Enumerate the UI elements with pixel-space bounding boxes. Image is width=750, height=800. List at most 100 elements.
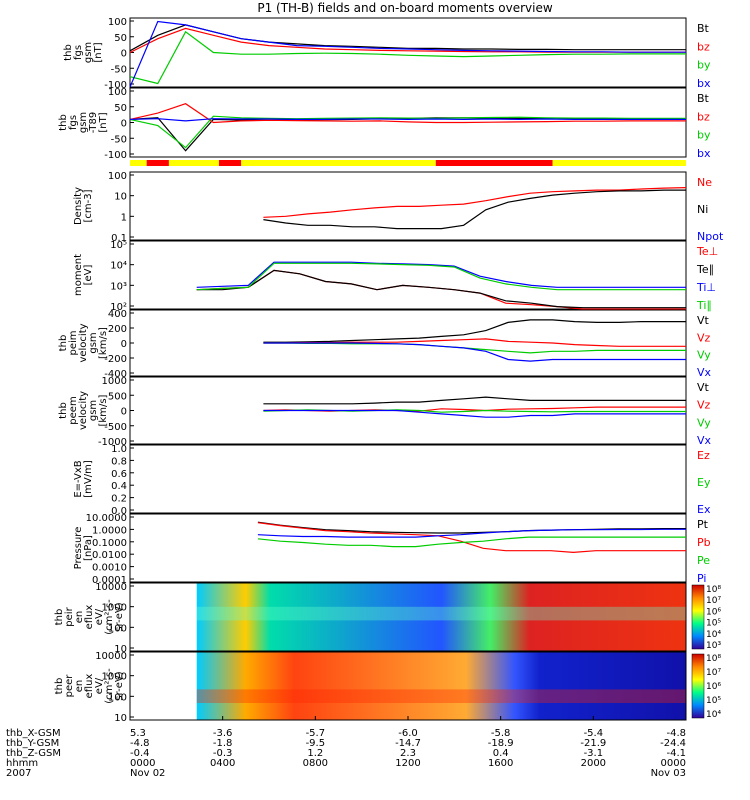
y-tick-label: 0.0010 [92, 563, 127, 574]
series-line-Vy [263, 342, 686, 354]
colorbar-tick-label: 10⁵ [706, 696, 721, 706]
ephemeris-value: -5.7 [306, 728, 326, 739]
y-axis-label: [eV] [83, 265, 94, 286]
y-tick-label: 400 [108, 309, 127, 320]
legend-Vy: Vy [697, 349, 711, 362]
ephemeris-value: -24.4 [660, 738, 686, 749]
state-segment [241, 160, 436, 166]
ephemeris-value: 2000 [581, 758, 606, 769]
legend-Ey: Ey [697, 476, 711, 489]
series-line-bz [129, 103, 686, 124]
ephemeris-value: -9.5 [306, 738, 326, 749]
ephemeris-value: -6.0 [398, 728, 418, 739]
y-axis-label: [nPa] [83, 535, 94, 561]
ephemeris-value: -21.9 [580, 738, 606, 749]
panel-fgs-t89: 100 50 0 -50 -100 thb fgs gsm -T89 [nT] Bt bz by bx [58, 87, 711, 161]
y-tick-label: 0.6 [111, 469, 127, 480]
series-line-bx [129, 118, 686, 122]
legend-Npot: Npot [697, 230, 724, 243]
y-tick-label: 0 [121, 49, 127, 60]
colorbar [691, 584, 705, 650]
y-tick-label: -50 [111, 64, 127, 75]
y-axis-label: eflux [84, 674, 95, 699]
state-segment [130, 160, 147, 166]
panel-frame [129, 309, 687, 377]
y-tick-label: 0.1000 [92, 538, 127, 549]
y-tick-label: 10 [114, 644, 127, 655]
y-tick-label: 0 [121, 339, 127, 350]
y-axis-label: peer [64, 674, 75, 698]
y-axis-label: [nT] [98, 112, 109, 132]
y-axis-label: eV/ [94, 677, 105, 694]
legend-bz: bz [697, 40, 710, 53]
ephemeris-value: 0.4 [493, 748, 509, 759]
colorbar-tick-label: 10⁷ [706, 596, 721, 606]
y-axis-label: thb [54, 678, 65, 695]
legend-Ni: Ni [697, 203, 708, 216]
colorbar-tick-label: 10⁶ [706, 682, 721, 692]
series-line-Ti⊥ [196, 261, 686, 288]
legend-Ez: Ez [697, 449, 710, 462]
ephemeris-value: -0.3 [213, 748, 233, 759]
legend-Te∥: Te∥ [696, 263, 714, 276]
panel-frame [129, 582, 687, 652]
ephemeris-value: -14.7 [395, 738, 421, 749]
state-segment [552, 160, 686, 166]
y-axis-label: peir [64, 606, 75, 626]
y-tick-label: -100 [104, 80, 127, 91]
legend-Te⊥: Te⊥ [696, 245, 718, 258]
ephemeris-value: -5.4 [584, 728, 604, 739]
y-axis-label: fgs [73, 45, 84, 60]
state-bar [130, 160, 686, 166]
y-tick-label: 100 [108, 171, 127, 182]
series-line-Ni [263, 189, 686, 230]
y-axis-label: [cm-3] [83, 189, 94, 222]
panel-frame [129, 513, 687, 583]
colorbar-tick-label: 10⁷ [706, 668, 721, 678]
y-tick-label: 100 [108, 692, 127, 703]
y-tick-label: 100 [108, 17, 127, 28]
y-tick-label: 0 [121, 407, 127, 418]
y-axis-label: moment [73, 254, 84, 296]
y-axis-label: [km/s] [98, 394, 109, 426]
y-axis-label: en [74, 611, 85, 624]
spectrogram [196, 583, 686, 651]
ephemeris-value: -1.8 [213, 738, 233, 749]
spectrogram-band [196, 689, 686, 703]
ephemeris-value: 0000 [661, 758, 686, 769]
spectrogram-band [196, 606, 686, 621]
time-axis: thb_X-GSMthb_Y-GSMthb_Z-GSMhhmm20075.3-4… [6, 716, 687, 779]
y-tick-label: 1.0 [111, 444, 127, 455]
y-tick-label: -500 [104, 422, 127, 433]
ephemeris-row-label: thb_X-GSM [6, 728, 61, 739]
legend-Vx: Vx [697, 366, 712, 379]
series-line-Pt [257, 521, 686, 534]
panel-peim-velocity: 400 200 0 -200 -400 thb peim velocity gsm [km/s] V… [58, 309, 712, 380]
y-tick-label: 1000 [102, 603, 127, 614]
legend-Ti⊥: Ti⊥ [696, 281, 716, 294]
y-axis-label: gsm [88, 332, 99, 353]
legend-Pi: Pi [697, 572, 706, 585]
y-tick-label: 0.4 [111, 481, 127, 492]
y-axis-label: (cm²-s- [104, 668, 115, 704]
colorbar-tick-label: 10⁴ [706, 710, 721, 720]
y-tick-label: -1000 [98, 437, 127, 448]
y-tick-label: 0.0100 [92, 550, 127, 561]
colorbar-tick-label: 10³ [706, 641, 721, 651]
y-axis-label: thb [63, 44, 74, 61]
y-axis-label: [nT] [93, 42, 104, 62]
ephemeris-value: -3.1 [584, 748, 604, 759]
y-axis-label: (cm²-s- [104, 599, 115, 635]
state-segment [435, 160, 553, 166]
legend-Bt: Bt [697, 92, 710, 105]
y-axis-label: fgs [68, 115, 79, 130]
ephemeris-value: -4.8 [130, 738, 150, 749]
legend-Vy: Vy [697, 416, 711, 429]
ephemeris-value: 2.3 [400, 748, 416, 759]
ephemeris-value: 1200 [395, 758, 420, 769]
legend-Pb: Pb [697, 536, 711, 549]
legend-Vt: Vt [697, 381, 710, 394]
legend-bz: bz [697, 110, 710, 123]
panel-fgs: 100 50 0 -50 -100 thb fgs gsm [nT] Bt bz by bx [63, 17, 711, 91]
